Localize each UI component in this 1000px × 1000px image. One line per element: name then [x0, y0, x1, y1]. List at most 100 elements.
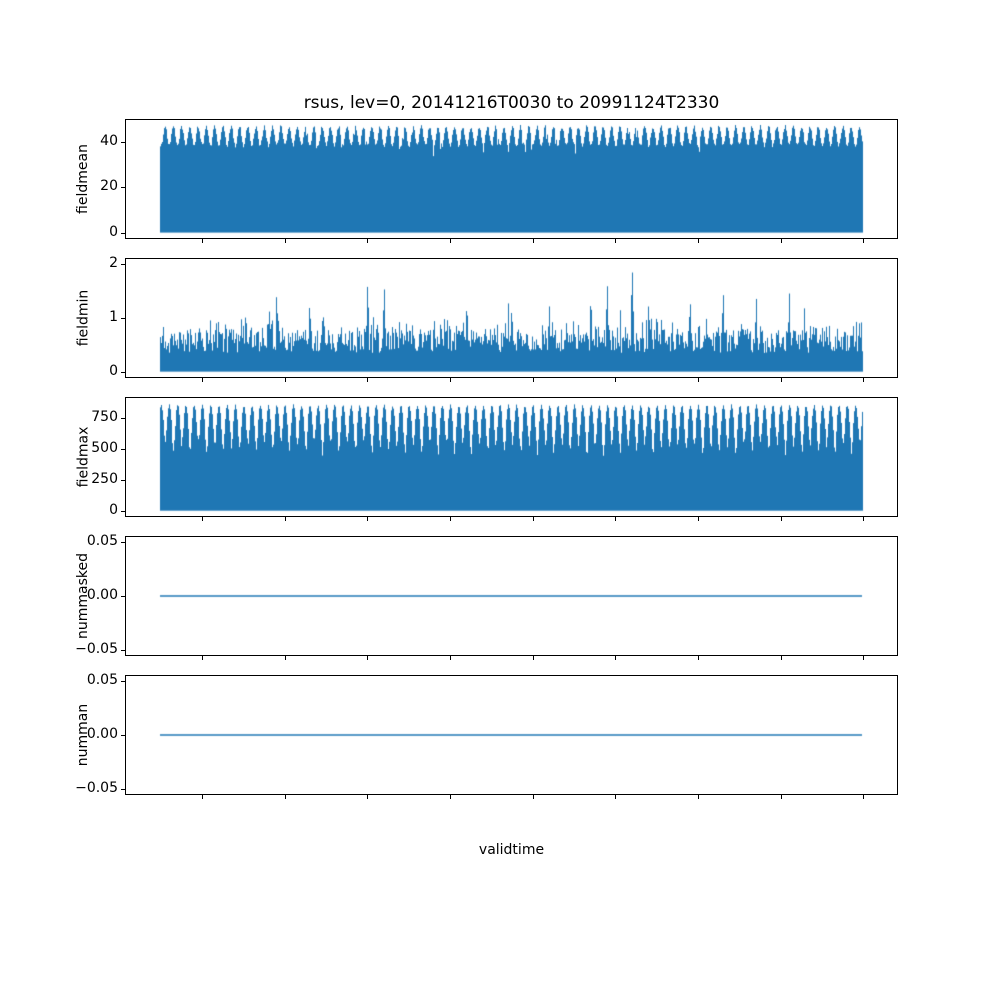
y-tick-mark	[121, 372, 125, 373]
x-tick-mark	[202, 517, 203, 521]
y-tick-label: 2	[109, 255, 118, 271]
y-tick-mark	[121, 511, 125, 512]
axes-fieldmin	[125, 258, 898, 378]
x-tick-mark	[202, 239, 203, 243]
x-tick-mark	[863, 239, 864, 243]
y-tick-mark	[121, 596, 125, 597]
x-tick-mark	[285, 517, 286, 521]
y-tick-mark	[121, 233, 125, 234]
y-tick-mark	[121, 142, 125, 143]
x-tick-mark	[863, 656, 864, 660]
x-tick-mark	[285, 656, 286, 660]
x-tick-mark	[781, 239, 782, 243]
x-tick-mark	[450, 656, 451, 660]
x-tick-mark	[367, 378, 368, 382]
x-tick-mark	[202, 378, 203, 382]
y-tick-label: 0	[109, 224, 118, 240]
x-tick-mark	[367, 795, 368, 799]
x-tick-mark	[698, 378, 699, 382]
x-tick-mark	[863, 795, 864, 799]
x-tick-mark	[533, 795, 534, 799]
x-tick-mark	[698, 656, 699, 660]
y-tick-mark	[121, 735, 125, 736]
y-tick-mark	[121, 449, 125, 450]
y-tick-label: 0.05	[86, 533, 118, 549]
y-tick-mark	[121, 318, 125, 319]
y-axis-label-wrap: fieldmin	[74, 258, 92, 378]
y-tick-label: 1	[109, 309, 118, 325]
x-tick-mark	[533, 378, 534, 382]
y-tick-label: 500	[91, 440, 118, 456]
y-tick-mark	[121, 480, 125, 481]
y-axis-label: numman	[75, 703, 92, 767]
x-tick-mark	[698, 517, 699, 521]
x-tick-mark	[367, 239, 368, 243]
x-tick-mark	[781, 517, 782, 521]
x-tick-mark	[450, 517, 451, 521]
y-axis-label-wrap: numman	[74, 675, 92, 795]
x-tick-mark	[285, 378, 286, 382]
x-tick-mark	[533, 517, 534, 521]
series-nummasked	[126, 537, 897, 655]
series-fieldmin	[126, 259, 897, 377]
x-tick-mark	[781, 378, 782, 382]
y-tick-label: −0.05	[75, 780, 118, 796]
y-tick-mark	[121, 650, 125, 651]
axes-nummasked	[125, 536, 898, 656]
x-tick-mark	[615, 656, 616, 660]
x-tick-mark	[863, 517, 864, 521]
y-axis-label: fieldmin	[75, 289, 92, 347]
axes-numman	[125, 675, 898, 795]
x-tick-mark	[533, 239, 534, 243]
x-tick-mark	[781, 795, 782, 799]
y-axis-label-wrap: fieldmax	[74, 397, 92, 517]
y-tick-mark	[121, 187, 125, 188]
y-axis-label: nummasked	[75, 552, 92, 640]
x-tick-mark	[615, 239, 616, 243]
y-axis-label: fieldmean	[75, 144, 92, 214]
axes-fieldmax	[125, 397, 898, 517]
x-tick-mark	[781, 656, 782, 660]
x-tick-mark	[285, 239, 286, 243]
chart-title: rsus, lev=0, 20141216T0030 to 20991124T2…	[303, 93, 720, 113]
x-tick-mark	[615, 795, 616, 799]
series-fieldmax	[126, 398, 897, 516]
y-tick-label: 40	[100, 133, 118, 149]
axes-fieldmean	[125, 119, 898, 239]
x-tick-mark	[615, 517, 616, 521]
y-tick-mark	[121, 789, 125, 790]
y-tick-label: 0	[109, 502, 118, 518]
x-tick-mark	[285, 795, 286, 799]
x-tick-mark	[698, 239, 699, 243]
y-tick-label: 0.05	[86, 672, 118, 688]
y-axis-label-wrap: fieldmean	[74, 119, 92, 239]
y-tick-label: 0.00	[86, 587, 118, 603]
x-tick-mark	[202, 656, 203, 660]
x-axis-label: validtime	[478, 842, 545, 858]
y-axis-label: fieldmax	[75, 426, 91, 488]
x-tick-mark	[202, 795, 203, 799]
x-tick-mark	[450, 239, 451, 243]
y-tick-label: 0	[109, 363, 118, 379]
y-tick-label: −0.05	[75, 641, 118, 657]
x-tick-mark	[698, 795, 699, 799]
y-tick-mark	[121, 681, 125, 682]
x-tick-mark	[367, 656, 368, 660]
y-tick-mark	[121, 264, 125, 265]
x-tick-mark	[367, 517, 368, 521]
x-tick-mark	[450, 378, 451, 382]
series-fieldmean	[126, 120, 897, 238]
x-tick-mark	[450, 795, 451, 799]
x-tick-mark	[615, 378, 616, 382]
y-axis-label-wrap: nummasked	[74, 536, 92, 656]
y-tick-label: 250	[91, 471, 118, 487]
x-tick-mark	[533, 656, 534, 660]
y-tick-label: 750	[91, 409, 118, 425]
y-tick-label: 0.00	[86, 726, 118, 742]
series-numman	[126, 676, 897, 794]
y-tick-mark	[121, 542, 125, 543]
y-tick-label: 20	[100, 178, 118, 194]
x-tick-mark	[863, 378, 864, 382]
y-tick-mark	[121, 418, 125, 419]
